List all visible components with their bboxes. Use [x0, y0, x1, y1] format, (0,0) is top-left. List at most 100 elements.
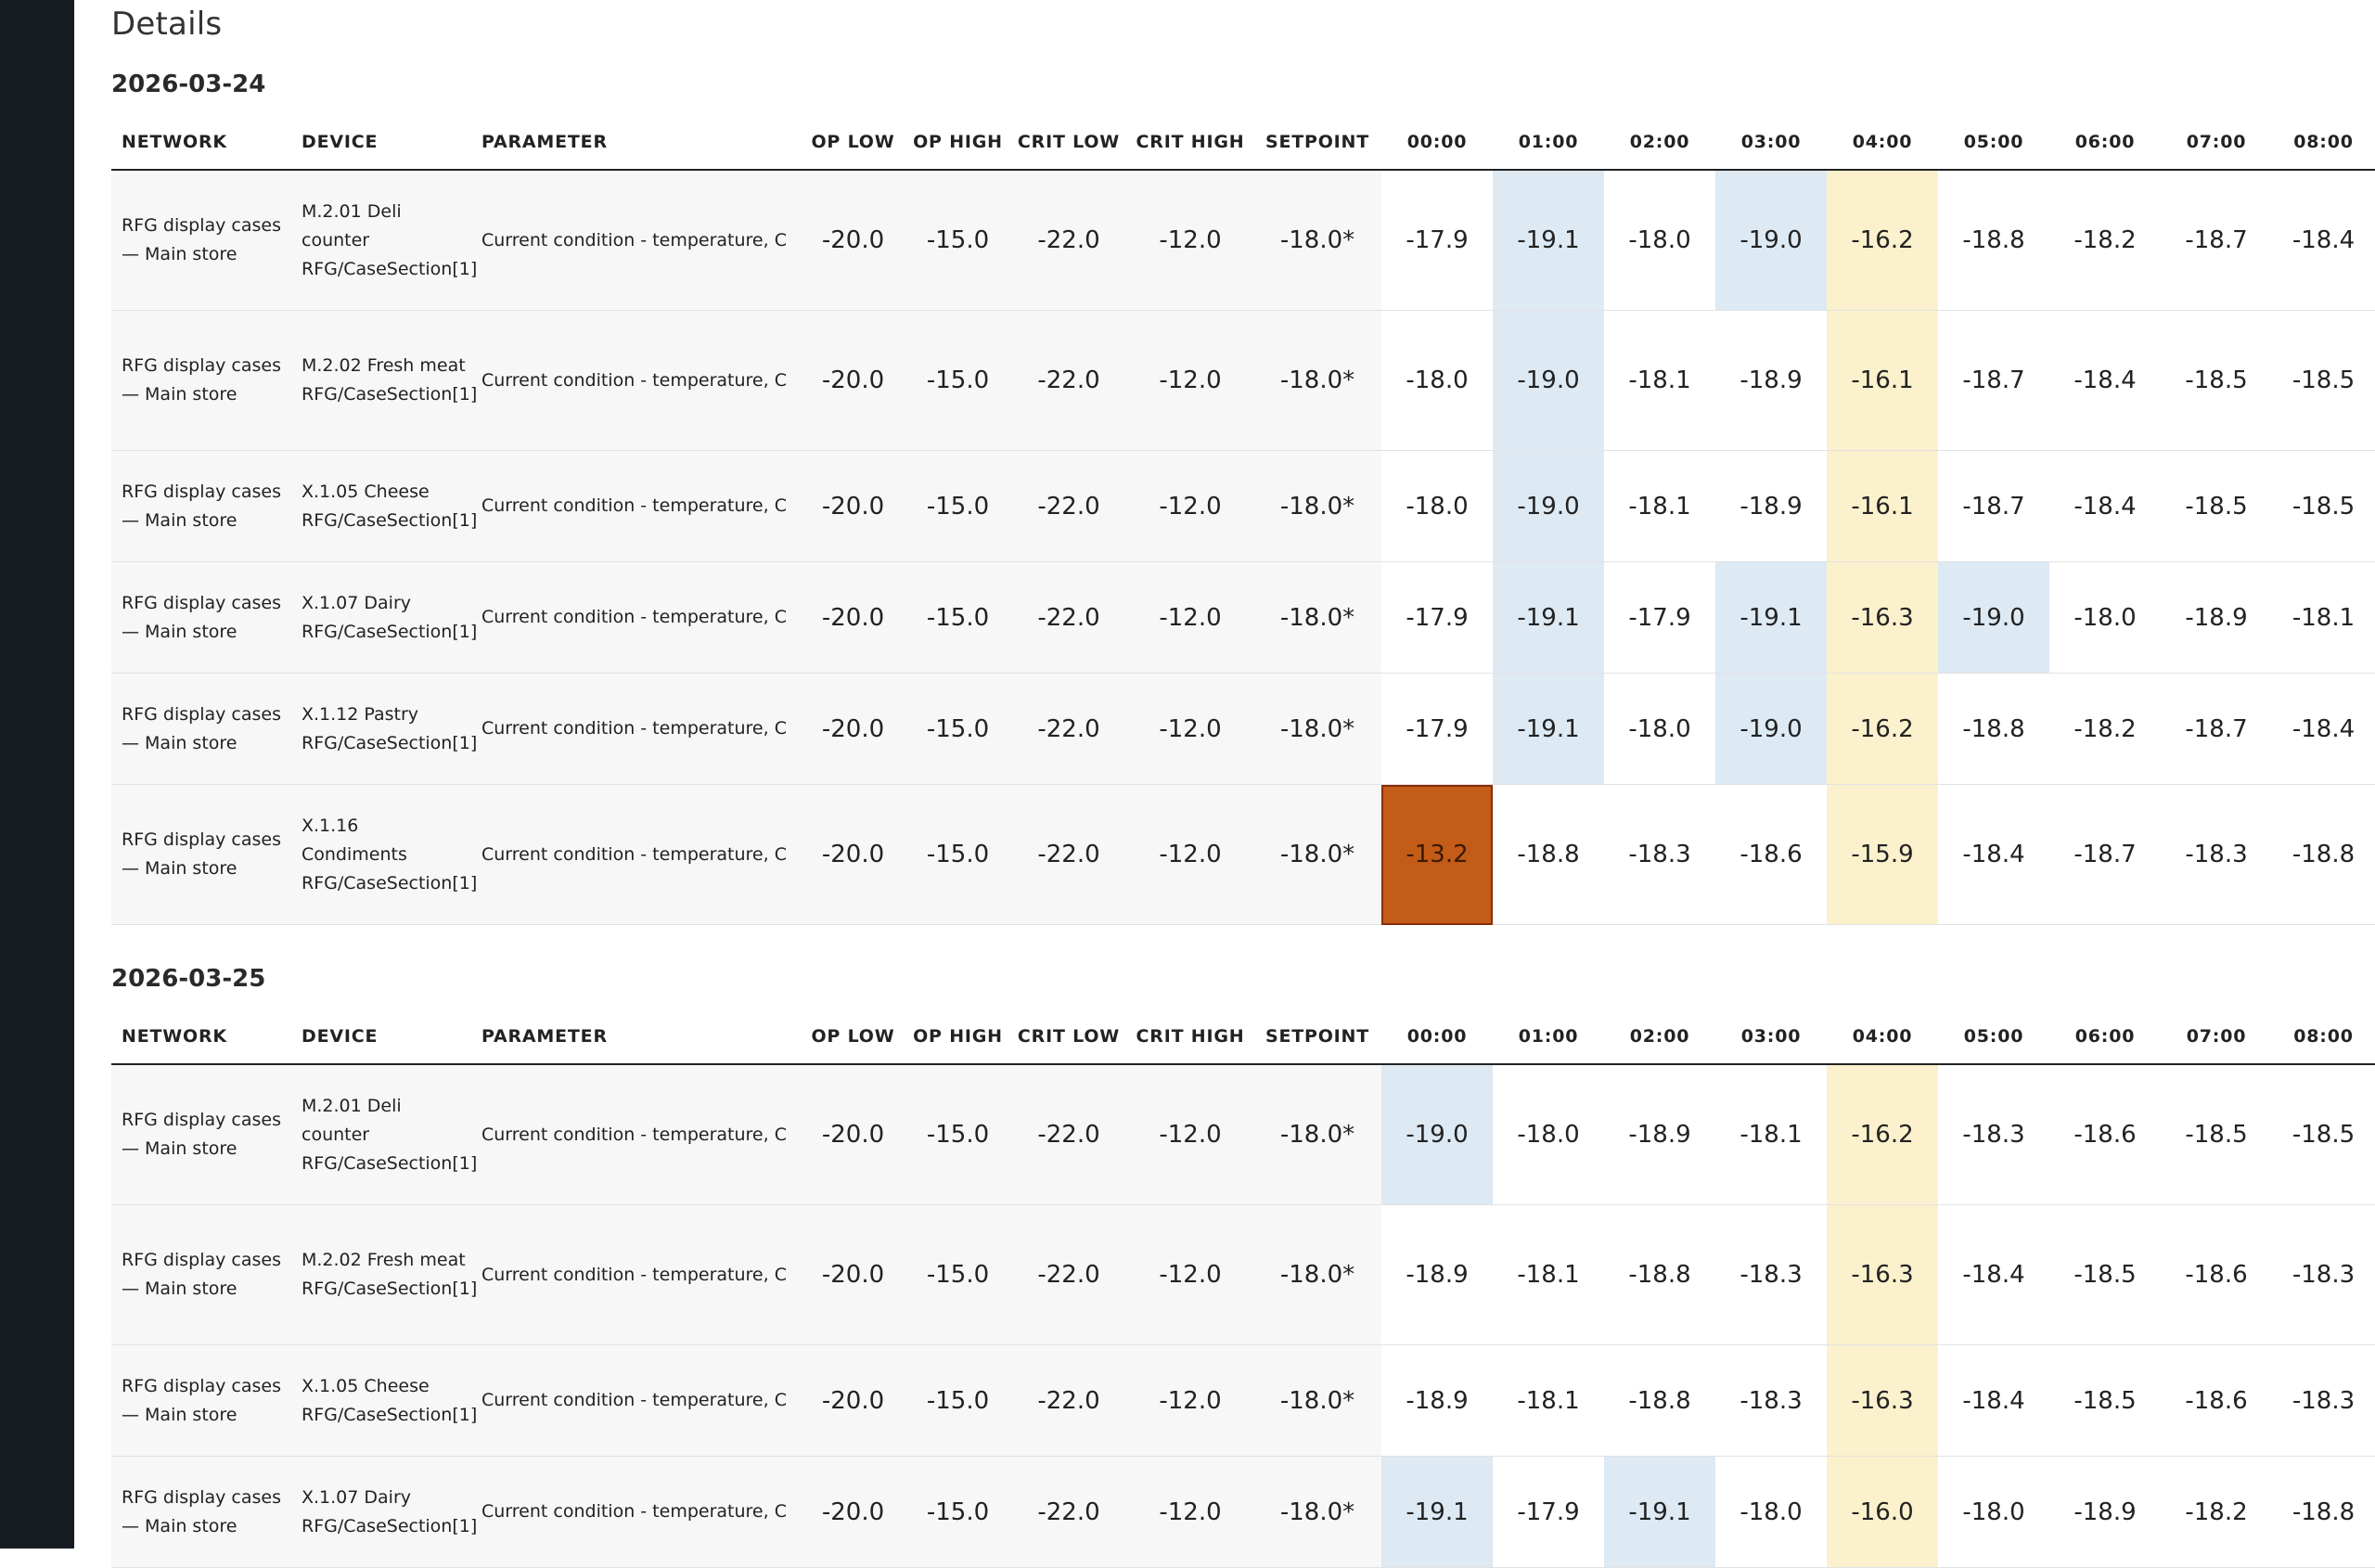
hour-value-cell: -18.4	[1938, 1204, 2049, 1345]
parameter-cell: Current condition - temperature, C	[471, 1456, 801, 1568]
hour-value-cell: -18.5	[2272, 1064, 2375, 1205]
hour-0400-header: 04:00	[1827, 115, 1938, 171]
hour-value-cell: -18.8	[1493, 784, 1604, 925]
hour-value-cell: -18.0	[1381, 310, 1493, 451]
hour-value-cell: -16.3	[1827, 1344, 1938, 1457]
op-low-cell: -20.0	[801, 561, 905, 674]
network-cell: RFG display cases — Main store	[111, 784, 291, 925]
table-row: RFG display cases — Main store X.1.05 Che…	[111, 450, 2375, 562]
hour-value-cell: -18.8	[2272, 784, 2375, 925]
parameter-cell: Current condition - temperature, C	[471, 1064, 801, 1205]
crit-low-cell: -22.0	[1010, 784, 1127, 925]
op-high-cell: -15.0	[905, 170, 1010, 311]
hour-value-cell: -18.8	[1938, 673, 2049, 785]
table-row: RFG display cases — Main store M.2.02 Fre…	[111, 1204, 2375, 1345]
hour-value-cell: -18.5	[2272, 450, 2375, 562]
hour-value-cell: -18.9	[2049, 1456, 2161, 1568]
table-row: RFG display cases — Main store M.2.01 Del…	[111, 1064, 2375, 1205]
parameter-cell: Current condition - temperature, C	[471, 1204, 801, 1345]
table-row: RFG display cases — Main store M.2.01 Del…	[111, 170, 2375, 311]
hour-value-cell: -18.3	[2161, 784, 2272, 925]
hour-value-cell: -18.7	[2161, 170, 2272, 311]
hour-0300-header: 03:00	[1715, 115, 1827, 171]
crit-low-cell: -22.0	[1010, 673, 1127, 785]
crit-low-cell: -22.0	[1010, 310, 1127, 451]
hour-value-cell: -18.5	[2272, 310, 2375, 451]
hour-value-cell: -18.1	[1604, 310, 1715, 451]
op-low-cell: -20.0	[801, 673, 905, 785]
op-high-cell: -15.0	[905, 450, 1010, 562]
hour-0800-header: 08:00	[2272, 1009, 2375, 1065]
hour-value-cell: -18.4	[2272, 673, 2375, 785]
device-cell: X.1.05 Cheese RFG/CaseSection[1]	[291, 450, 477, 562]
op-high-cell: -15.0	[905, 561, 1010, 674]
hour-value-cell: -18.6	[1715, 784, 1827, 925]
hour-value-cell: -18.0	[2049, 561, 2161, 674]
device-cell: M.2.01 Deli counter RFG/CaseSection[1]	[291, 170, 477, 311]
crit-high-cell: -12.0	[1127, 561, 1253, 674]
hour-value-cell: -18.9	[1604, 1064, 1715, 1205]
hour-value-cell: -18.6	[2161, 1204, 2272, 1345]
col-op-high-header: OP HIGH	[905, 1009, 1010, 1065]
setpoint-cell: -18.0*	[1253, 784, 1381, 925]
col-device-header: DEVICE	[291, 115, 471, 171]
hour-value-cell: -18.9	[2161, 561, 2272, 674]
hour-value-cell: -18.5	[2161, 310, 2272, 451]
device-cell: X.1.05 Cheese RFG/CaseSection[1]	[291, 1344, 477, 1457]
hour-value-cell: -18.3	[2272, 1344, 2375, 1457]
crit-high-cell: -12.0	[1127, 1064, 1253, 1205]
hour-value-cell: -19.0	[1715, 170, 1827, 311]
col-op-low-header: OP LOW	[801, 1009, 905, 1065]
hour-value-cell: -16.1	[1827, 310, 1938, 451]
col-setpoint-header: SETPOINT	[1253, 115, 1381, 171]
op-high-cell: -15.0	[905, 310, 1010, 451]
hour-value-cell: -18.2	[2049, 673, 2161, 785]
hour-0600-header: 06:00	[2049, 115, 2161, 171]
op-high-cell: -15.0	[905, 1064, 1010, 1205]
crit-low-cell: -22.0	[1010, 1204, 1127, 1345]
hour-value-cell: -18.5	[2161, 1064, 2272, 1205]
hour-value-cell: -18.0	[1604, 170, 1715, 311]
hour-value-cell: -18.6	[2049, 1064, 2161, 1205]
hour-0000-header: 00:00	[1381, 1009, 1493, 1065]
network-cell: RFG display cases — Main store	[111, 1344, 291, 1457]
hour-value-cell: -18.3	[1715, 1204, 1827, 1345]
col-parameter-header: PARAMETER	[471, 1009, 801, 1065]
hour-value-cell: -16.3	[1827, 561, 1938, 674]
col-crit-low-header: CRIT LOW	[1010, 115, 1127, 171]
hour-value-cell: -19.0	[1381, 1064, 1493, 1205]
crit-high-cell: -12.0	[1127, 310, 1253, 451]
device-cell: M.2.01 Deli counter RFG/CaseSection[1]	[291, 1064, 477, 1205]
crit-low-cell: -22.0	[1010, 450, 1127, 562]
hour-value-cell: -18.2	[2161, 1456, 2272, 1568]
hour-0300-header: 03:00	[1715, 1009, 1827, 1065]
hour-value-cell: -18.0	[1938, 1456, 2049, 1568]
col-device-header: DEVICE	[291, 1009, 471, 1065]
network-cell: RFG display cases — Main store	[111, 170, 291, 311]
hour-value-cell: -18.3	[1938, 1064, 2049, 1205]
hour-value-cell: -18.4	[2049, 310, 2161, 451]
hour-value-cell: -19.0	[1493, 450, 1604, 562]
op-low-cell: -20.0	[801, 1204, 905, 1345]
hour-0100-header: 01:00	[1493, 115, 1604, 171]
parameter-cell: Current condition - temperature, C	[471, 450, 801, 562]
setpoint-cell: -18.0*	[1253, 1344, 1381, 1457]
op-low-cell: -20.0	[801, 784, 905, 925]
setpoint-cell: -18.0*	[1253, 450, 1381, 562]
network-cell: RFG display cases — Main store	[111, 310, 291, 451]
hour-0700-header: 07:00	[2161, 1009, 2272, 1065]
hour-value-cell: -18.5	[2049, 1344, 2161, 1457]
table-row: RFG display cases — Main store X.1.05 Che…	[111, 1344, 2375, 1457]
op-low-cell: -20.0	[801, 450, 905, 562]
op-high-cell: -15.0	[905, 784, 1010, 925]
network-cell: RFG display cases — Main store	[111, 1456, 291, 1568]
hour-value-cell: -18.5	[2049, 1204, 2161, 1345]
hour-value-cell: -19.1	[1604, 1456, 1715, 1568]
readings-table: NETWORK DEVICE PARAMETER OP LOW OP HIGH CRIT …	[111, 115, 2375, 925]
hour-value-cell: -18.0	[1381, 450, 1493, 562]
crit-high-cell: -12.0	[1127, 784, 1253, 925]
hour-0500-header: 05:00	[1938, 115, 2049, 171]
network-cell: RFG display cases — Main store	[111, 673, 291, 785]
col-setpoint-header: SETPOINT	[1253, 1009, 1381, 1065]
hour-value-cell: -18.9	[1715, 310, 1827, 451]
